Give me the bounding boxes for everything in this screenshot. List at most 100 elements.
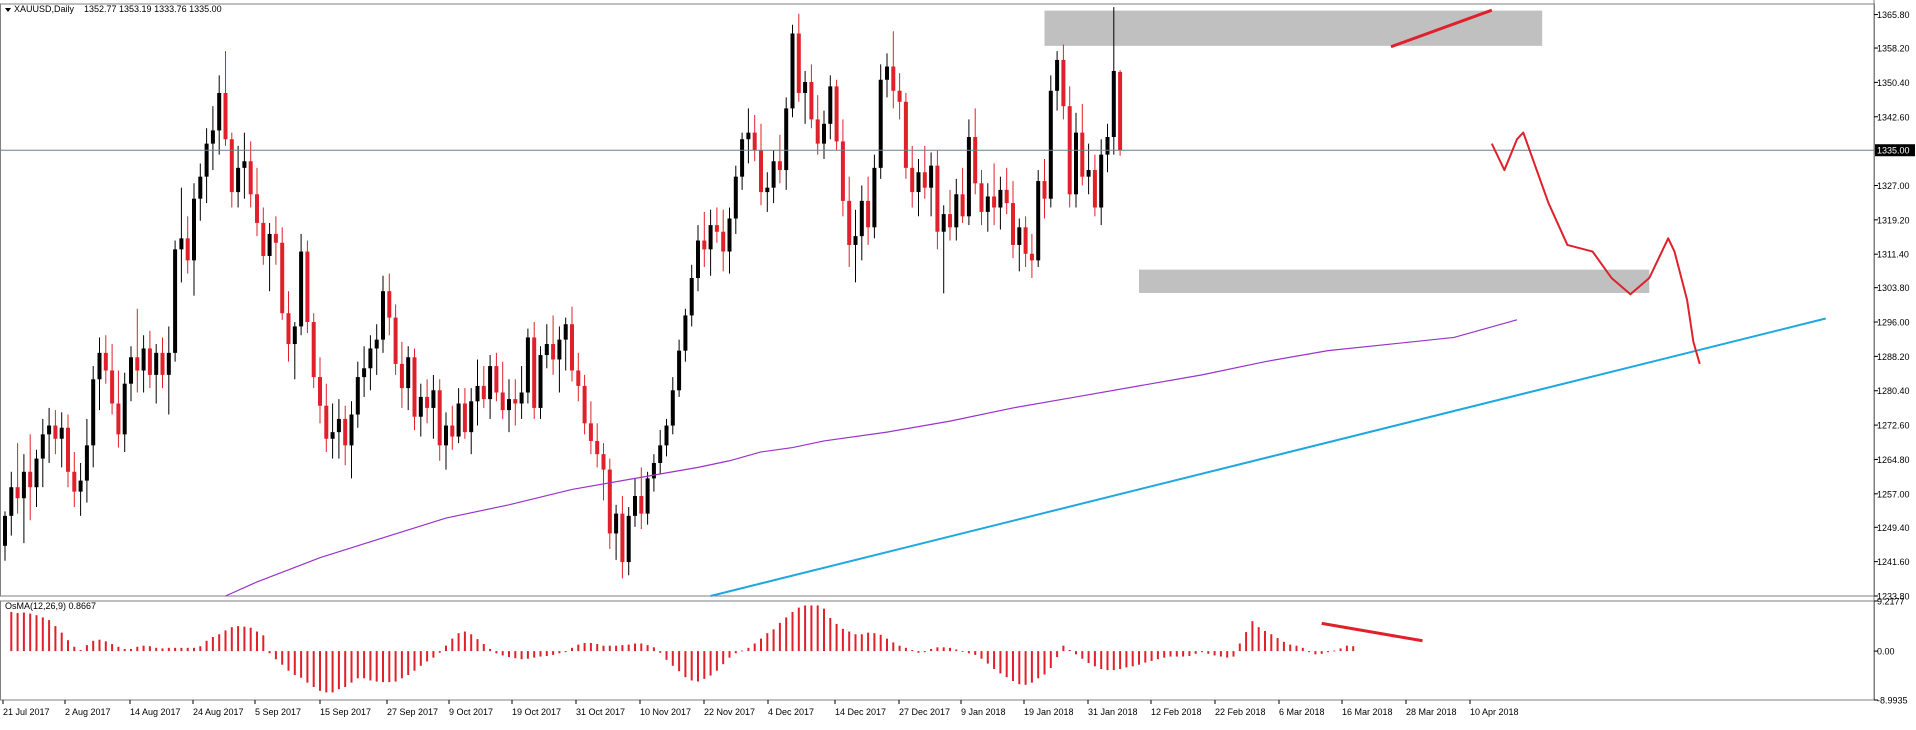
osma-histogram-bar [873, 633, 876, 652]
bullish-candle-body [626, 515, 631, 563]
osma-histogram-bar [571, 647, 573, 652]
bullish-candle-body [84, 445, 89, 481]
price-tick-label: 1311.40 [1877, 250, 1909, 260]
osma-histogram-bar [539, 651, 542, 657]
resistance-zone [1044, 10, 1543, 46]
osma-histogram-bar [312, 651, 315, 687]
support-zone [1139, 269, 1650, 293]
bullish-candle-body [828, 86, 833, 124]
date-tick-label: 9 Jan 2018 [961, 707, 1006, 717]
osma-histogram-bar [684, 651, 687, 678]
bearish-candle-body [588, 423, 593, 441]
bullish-candle-body [97, 352, 102, 380]
osma-histogram-bar [79, 650, 82, 652]
bullish-candle-body [784, 108, 789, 171]
bullish-candle-body [381, 291, 385, 340]
bearish-candle-body [160, 352, 165, 375]
osma-histogram-bar [1100, 651, 1103, 670]
osma-histogram-bar [1270, 634, 1273, 652]
bearish-candle-body [948, 214, 952, 228]
osma-histogram-bar [1320, 651, 1323, 654]
date-tick-label: 31 Jan 2018 [1088, 707, 1138, 717]
bearish-candle-body [1061, 59, 1066, 107]
bullish-candle-body [872, 167, 877, 228]
bullish-candle-body [658, 445, 663, 463]
bullish-candle-body [645, 478, 650, 514]
osma-histogram-bar [589, 642, 592, 652]
osma-histogram-bar [526, 651, 529, 659]
price-tick-label: 1241.60 [1877, 557, 1910, 567]
bullish-candle-body [154, 352, 159, 375]
bullish-candle-body [488, 366, 493, 400]
triangle-down-icon[interactable] [5, 8, 11, 12]
bullish-candle-body [941, 214, 946, 232]
osma-histogram-bar [955, 649, 958, 652]
osma-histogram-bar [256, 631, 258, 652]
oscillator-tick-label: 9.2177 [1877, 597, 1905, 607]
osma-histogram-bar [558, 651, 561, 654]
bullish-candle-body [803, 81, 808, 93]
bearish-candle-body [255, 194, 259, 223]
price-tick-label: 1280.40 [1877, 386, 1910, 396]
osma-histogram-bar [848, 631, 851, 652]
price-tick-label: 1319.20 [1877, 215, 1910, 225]
osma-histogram-bar [974, 651, 977, 655]
date-tick-label: 28 Mar 2018 [1406, 707, 1457, 717]
bullish-candle-body [985, 196, 990, 212]
bearish-candle-body [777, 161, 782, 171]
osma-histogram-bar [936, 647, 939, 652]
bearish-candle-body [280, 242, 285, 314]
osma-histogram-bar [413, 651, 416, 671]
date-tick-label: 22 Nov 2017 [704, 707, 755, 717]
date-tick-label: 22 Feb 2018 [1215, 707, 1266, 717]
bullish-candle-body [1105, 137, 1110, 155]
bullish-candle-body [538, 355, 543, 408]
osma-histogram-bar [319, 651, 321, 691]
current-price-tag [1875, 144, 1915, 157]
osma-histogram-bar [1119, 651, 1122, 670]
bullish-candle-body [236, 167, 241, 193]
osma-histogram-bar [949, 647, 951, 652]
osma-histogram-bar [306, 651, 309, 683]
bearish-candle-body [1080, 132, 1085, 177]
osma-histogram-bar [608, 645, 611, 652]
bullish-candle-body [1055, 59, 1060, 91]
osma-histogram-bar [300, 651, 303, 678]
bullish-candle-body [21, 471, 26, 499]
bearish-candle-body [103, 352, 108, 371]
bearish-candle-body [450, 425, 455, 437]
bearish-candle-body [229, 139, 234, 193]
osma-histogram-bar [841, 628, 844, 652]
bullish-candle-body [418, 396, 423, 417]
bullish-candle-body [444, 425, 448, 446]
bearish-candle-body [752, 132, 757, 151]
osma-histogram-bar [224, 630, 227, 652]
bearish-candle-body [1023, 227, 1028, 254]
osma-histogram-bar [1295, 645, 1298, 652]
osma-histogram-bar [1106, 651, 1109, 671]
osma-histogram-bar [375, 651, 378, 682]
osma-histogram-bar [596, 644, 599, 652]
osma-histogram-bar [703, 651, 706, 679]
bullish-candle-body [40, 434, 45, 459]
osma-histogram-bar [356, 651, 359, 679]
price-tick-label: 1257.00 [1877, 489, 1910, 499]
osma-histogram-bar [766, 633, 769, 652]
osma-histogram-bar [186, 647, 189, 652]
bearish-candle-body [721, 231, 726, 252]
bullish-candle-body [544, 344, 549, 356]
osma-histogram-bar [1018, 651, 1021, 685]
osma-histogram-bar [785, 617, 788, 652]
osma-histogram-bar [331, 651, 334, 693]
bearish-candle-body [500, 392, 505, 411]
bearish-candle-body [576, 370, 581, 386]
osma-histogram-bar [993, 651, 996, 670]
support-trendline [710, 317, 1826, 597]
bullish-candle-body [141, 348, 146, 371]
date-tick-label: 4 Dec 2017 [768, 707, 814, 717]
bearish-candle-body [570, 324, 574, 371]
bearish-candle-body [639, 496, 644, 514]
osma-histogram-bar [1150, 651, 1153, 661]
osma-histogram-bar [451, 638, 454, 652]
